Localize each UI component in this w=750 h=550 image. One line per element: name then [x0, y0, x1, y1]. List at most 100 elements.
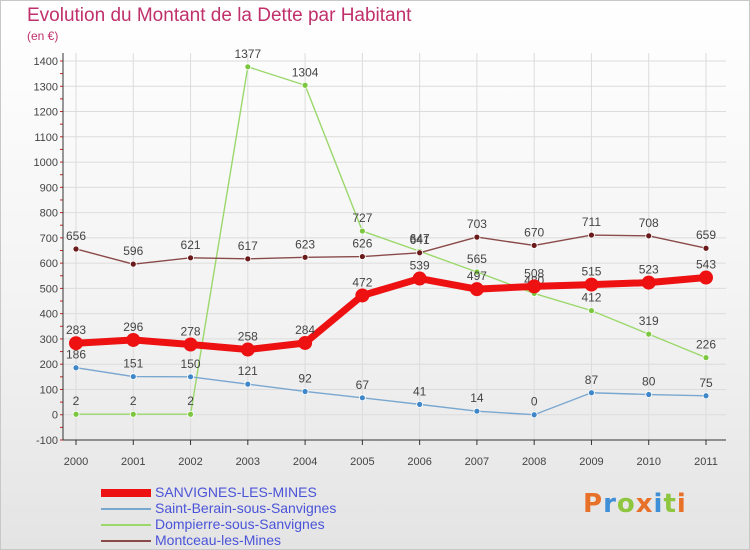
y-tick-label: 200	[40, 359, 58, 371]
x-tick-label: 2002	[178, 456, 202, 468]
x-tick-label: 2006	[407, 456, 431, 468]
data-label: 2	[73, 394, 80, 408]
data-label: 617	[238, 239, 258, 253]
data-label: 0	[531, 395, 538, 409]
data-label: 1377	[234, 47, 261, 61]
data-label: 226	[696, 338, 716, 352]
data-label: 283	[66, 323, 86, 337]
data-point	[588, 307, 595, 315]
data-label: 711	[582, 215, 601, 229]
chart-title: Evolution du Montant de la Dette par Hab…	[27, 5, 412, 26]
data-point	[584, 277, 599, 292]
data-label: 67	[356, 378, 370, 392]
data-point	[641, 275, 656, 290]
data-point	[702, 392, 710, 400]
data-point	[301, 253, 309, 261]
data-point	[72, 245, 80, 253]
data-label: 14	[470, 391, 484, 405]
y-tick-label: 300	[40, 334, 58, 346]
data-point	[129, 260, 137, 268]
y-tick-label: 900	[40, 182, 58, 194]
data-point	[187, 410, 194, 418]
data-point	[469, 282, 484, 297]
y-tick-label: 1300	[34, 81, 58, 93]
x-tick-label: 2004	[293, 456, 317, 468]
data-point	[298, 335, 313, 350]
data-point	[416, 249, 424, 257]
data-label: 596	[123, 244, 143, 258]
data-label: 472	[352, 275, 372, 289]
data-point	[645, 391, 653, 398]
data-label: 703	[467, 217, 487, 231]
x-tick-label: 2001	[121, 456, 145, 468]
data-point	[72, 364, 80, 372]
y-tick-label: 1000	[34, 157, 58, 169]
legend-label: Saint-Berain-sous-Sanvignes	[155, 500, 337, 516]
data-point	[588, 389, 595, 397]
chart-unit: (en €)	[27, 29, 59, 43]
data-label: 565	[467, 252, 487, 266]
data-point	[129, 373, 137, 380]
data-point	[244, 380, 252, 388]
data-point	[645, 330, 653, 338]
data-label: 626	[352, 237, 372, 251]
data-label: 278	[181, 324, 201, 338]
data-point	[412, 271, 427, 286]
data-label: 2	[130, 394, 137, 408]
data-point	[588, 231, 595, 239]
data-point	[473, 233, 481, 241]
y-tick-label: 500	[40, 283, 58, 295]
x-tick-label: 2007	[465, 456, 489, 468]
y-tick-label: 800	[40, 208, 58, 220]
data-point	[416, 400, 424, 408]
series-line	[75, 367, 707, 416]
data-label: 41	[413, 384, 427, 398]
series-line	[75, 274, 707, 354]
data-label: 258	[238, 330, 258, 344]
data-point	[699, 270, 713, 285]
data-label: 2	[187, 394, 194, 408]
y-tick-label: -100	[36, 435, 58, 447]
data-point	[129, 410, 137, 418]
data-label: 121	[238, 364, 258, 378]
data-point	[244, 63, 252, 71]
data-label: 623	[295, 237, 315, 251]
data-label: 186	[66, 348, 86, 362]
data-point	[244, 255, 252, 263]
data-point	[530, 411, 538, 419]
data-point	[358, 253, 366, 260]
y-tick-label: 400	[40, 309, 58, 321]
data-point	[702, 354, 710, 362]
y-tick-label: 1200	[34, 107, 58, 119]
data-label: 543	[696, 258, 716, 272]
x-tick-label: 2009	[579, 456, 603, 468]
legend-label: SANVIGNES-LES-MINES	[155, 484, 317, 500]
data-point	[527, 279, 542, 294]
data-point	[473, 407, 481, 415]
data-point	[355, 288, 370, 303]
legend-label: Dompierre-sous-Sanvignes	[155, 516, 325, 532]
data-point	[187, 373, 194, 381]
series-line	[76, 66, 707, 415]
y-tick-label: 100	[40, 384, 58, 396]
legend-swatch	[101, 540, 151, 542]
y-tick-label: 1100	[34, 132, 58, 144]
data-label: 523	[639, 263, 659, 277]
legend-swatch	[101, 508, 151, 510]
data-label: 497	[467, 269, 487, 283]
data-point	[187, 254, 194, 262]
data-label: 319	[639, 314, 659, 328]
data-label: 284	[295, 323, 315, 337]
x-tick-label: 2011	[694, 456, 718, 468]
data-label: 621	[181, 238, 201, 252]
data-point	[240, 342, 255, 357]
data-label: 539	[410, 259, 430, 273]
data-label: 727	[352, 211, 372, 225]
data-label: 647	[410, 231, 430, 245]
data-point	[183, 337, 198, 352]
data-point	[69, 336, 83, 351]
legend-swatch	[101, 524, 151, 526]
line-chart: 1400130012001100100090080070060050040030…	[34, 47, 726, 468]
data-point	[358, 227, 366, 235]
